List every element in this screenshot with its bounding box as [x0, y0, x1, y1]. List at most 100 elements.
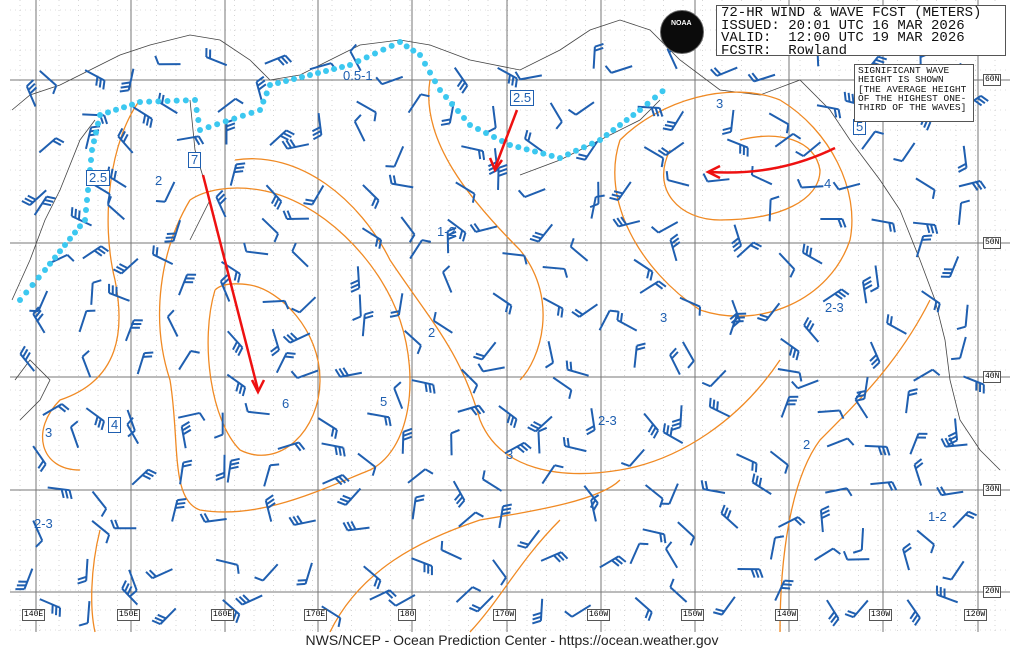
title-line: 72-HR WIND & WAVE FCST (METERS)	[721, 5, 982, 21]
latitude-label: 30N	[983, 484, 1002, 496]
wind-barb	[826, 437, 855, 448]
wind-barb	[458, 511, 484, 528]
wind-barb	[178, 349, 200, 371]
valid-line: VALID: 12:00 UTC 19 MAR 2026	[721, 30, 965, 46]
wind-barb	[179, 459, 193, 485]
wind-barb	[369, 589, 397, 601]
wind-barb	[291, 242, 309, 268]
wind-barb	[902, 542, 912, 571]
wind-barb	[492, 559, 507, 586]
ice-edge-dot	[410, 47, 417, 54]
wind-barb	[869, 265, 880, 293]
wind-barb	[620, 448, 645, 468]
ice-edge-dot	[581, 144, 587, 151]
wind-barb	[322, 473, 350, 486]
wind-barb	[39, 598, 62, 617]
wind-barb	[585, 408, 596, 436]
wind-barb	[712, 596, 736, 616]
wind-barb	[321, 442, 346, 457]
ice-edge-dot	[455, 108, 461, 114]
ice-edge-dot	[483, 130, 489, 136]
wind-barb	[940, 256, 960, 278]
wind-barb	[136, 351, 154, 375]
wind-barb	[178, 273, 197, 296]
wind-barb	[906, 599, 921, 626]
wind-barb	[864, 444, 891, 456]
ice-edge-dot	[91, 138, 97, 145]
wave-contour-label: 3	[45, 425, 53, 440]
wind-barb	[468, 595, 494, 613]
ice-edge-dot	[652, 94, 658, 101]
ice-edge-dot	[363, 54, 370, 61]
wind-barb	[288, 515, 316, 526]
wind-barb	[544, 341, 555, 369]
wind-barb	[726, 138, 749, 157]
wind-barb	[780, 337, 800, 361]
storm-tracks	[201, 109, 836, 395]
wind-barb	[650, 221, 679, 234]
wind-barb	[590, 194, 605, 219]
wind-barb	[777, 368, 803, 382]
wind-barb	[84, 69, 106, 90]
wave-contour-label: 2-3	[34, 516, 53, 531]
ice-edge-dot	[72, 229, 78, 236]
ice-edge-dot	[192, 97, 198, 103]
ice-edge-dot	[275, 80, 281, 86]
wind-barb	[769, 450, 789, 474]
legend-note: SIGNIFICANT WAVE HEIGHT IS SHOWN [THE AV…	[854, 64, 974, 122]
noaa-logo: NOAA	[660, 10, 704, 54]
ice-edge-dot	[82, 217, 88, 223]
ice-edge-dot	[540, 150, 547, 157]
ice-edge-dot	[427, 69, 433, 76]
wind-barb	[679, 296, 702, 316]
wind-barb	[213, 412, 224, 439]
wind-barb	[473, 341, 497, 361]
wind-barb	[282, 210, 309, 221]
ice-edge-dot	[548, 152, 555, 159]
wind-barb	[677, 521, 695, 546]
wind-barb	[334, 367, 363, 378]
ice-edge-dot	[197, 127, 203, 133]
wind-barb	[78, 309, 96, 333]
wind-barb	[791, 379, 819, 390]
wind-barb	[261, 217, 279, 243]
wind-barb	[361, 227, 383, 249]
wind-barb	[913, 368, 941, 382]
ice-edge-dot	[146, 98, 153, 105]
ice-edge-dot	[610, 127, 617, 133]
ice-edge-dot	[195, 117, 202, 123]
wind-barb	[747, 72, 776, 83]
wind-barb	[440, 540, 462, 561]
wind-barb	[722, 109, 735, 136]
ice-edge-dot	[355, 58, 362, 65]
wind-barb	[871, 218, 896, 233]
ice-edge-dot	[47, 260, 53, 267]
wind-barb	[357, 452, 377, 476]
wind-barb	[599, 555, 627, 569]
ice-edge-dot	[95, 120, 101, 127]
ice-edge-dot	[597, 137, 603, 143]
ice-edge-dot	[97, 112, 103, 118]
wind-barb	[455, 586, 482, 603]
wind-barb	[660, 483, 679, 505]
wind-barb	[952, 510, 978, 529]
wind-barb	[592, 42, 604, 69]
wave-height-max-label: 7	[188, 152, 202, 168]
wind-barb	[774, 579, 794, 601]
forecaster-line: FCSTR: Rowland	[721, 42, 848, 59]
wind-barb	[819, 505, 831, 533]
ice-edge-dot	[260, 98, 267, 105]
wind-barb	[455, 181, 476, 203]
wind-barb	[447, 218, 467, 242]
wind-barb	[388, 174, 414, 189]
wind-barb	[275, 351, 296, 374]
wind-barb	[498, 503, 512, 529]
wind-barb	[215, 454, 226, 481]
wind-barb	[820, 217, 847, 228]
longitude-label: 160E	[211, 609, 235, 621]
ice-edge-dot	[417, 52, 423, 58]
wind-barb	[817, 409, 845, 420]
ice-edge-dot	[307, 72, 313, 78]
wind-barb	[281, 138, 310, 150]
ice-edge-dot	[589, 140, 595, 147]
